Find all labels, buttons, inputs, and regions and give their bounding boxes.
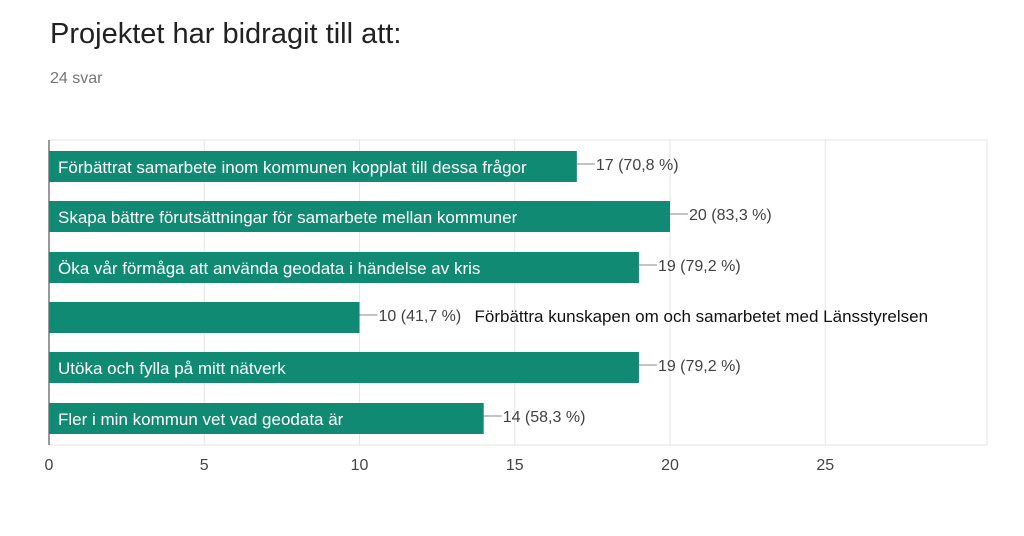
x-tick-label: 10 <box>351 457 369 474</box>
bar-category-label: Öka vår förmåga att använda geodata i hä… <box>58 259 480 278</box>
bar-category-label: Skapa bättre förutsättningar för samarbe… <box>58 208 518 227</box>
bar-value-label: 19 (79,2 %) <box>658 258 741 275</box>
bar <box>49 151 577 182</box>
bar-category-label: Utöka och fylla på mitt nätverk <box>58 359 286 378</box>
bar-category-label: Förbättra kunskapen om och samarbetet me… <box>475 307 929 326</box>
bar <box>49 201 670 232</box>
bar-value-label: 17 (70,8 %) <box>596 157 679 174</box>
response-count: 24 svar <box>50 70 103 87</box>
bar <box>49 302 360 333</box>
x-tick-label: 25 <box>816 457 834 474</box>
x-axis-ticks: 0 5 10 15 20 25 <box>45 457 835 474</box>
bar-value-label: 20 (83,3 %) <box>689 207 772 224</box>
x-tick-label: 5 <box>200 457 209 474</box>
x-tick-label: 20 <box>661 457 679 474</box>
bar-value-label: 10 (41,7 %) <box>379 308 462 325</box>
bars: 17 (70,8 %) Förbättrat samarbete inom kom… <box>49 151 928 434</box>
bar-value-label: 14 (58,3 %) <box>503 409 586 426</box>
bar-category-label: Fler i min kommun vet vad geodata är <box>58 410 344 429</box>
x-tick-label: 15 <box>506 457 524 474</box>
bar <box>49 352 639 383</box>
bar <box>49 403 484 434</box>
bar <box>49 252 639 283</box>
bar-value-label: 19 (79,2 %) <box>658 358 741 375</box>
x-tick-label: 0 <box>45 457 54 474</box>
plot-frame <box>48 139 988 446</box>
bar-category-label: Förbättrat samarbete inom kommunen koppl… <box>58 158 527 177</box>
chart-title: Projektet har bidragit till att: <box>50 18 402 50</box>
grid-lines <box>48 139 988 446</box>
